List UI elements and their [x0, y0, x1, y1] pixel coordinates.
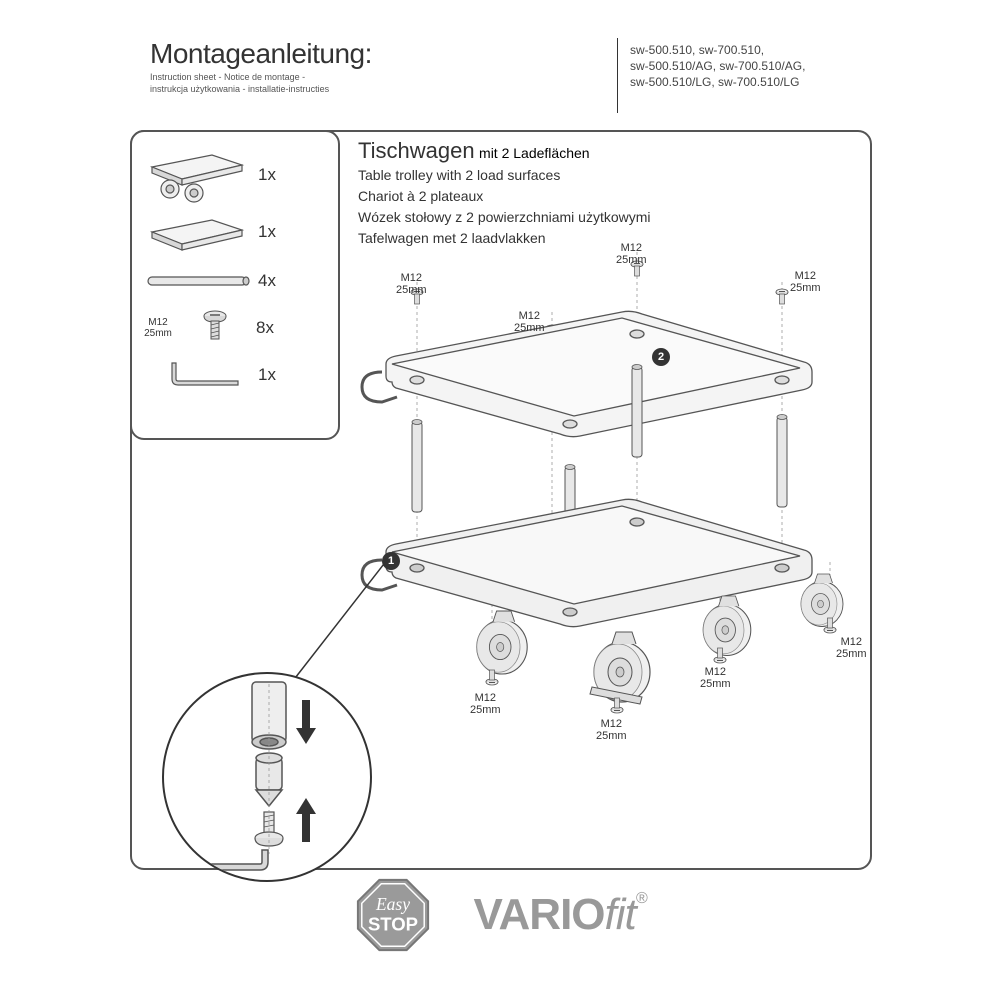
- instruction-sheet: Montageanleitung: Instruction sheet - No…: [0, 0, 1000, 1000]
- footer: Easy STOP VARIOfit®: [0, 870, 1000, 960]
- product-title-sub: mit 2 Ladeflächen: [479, 145, 590, 161]
- detail-circle: [162, 672, 372, 882]
- part-shelf: 1x: [142, 206, 328, 258]
- subtitle-line1: Instruction sheet - Notice de montage -: [150, 72, 305, 82]
- part-hexkey: 1x: [142, 352, 328, 398]
- easystop-logo: Easy STOP: [353, 875, 433, 955]
- screw-label-br: M1225mm: [836, 636, 867, 660]
- main-title: Montageanleitung:: [150, 38, 450, 70]
- screw-icon: [180, 303, 250, 353]
- screw-label-tl: M1225mm: [396, 272, 427, 296]
- screw-label-bl: M1225mm: [470, 692, 501, 716]
- product-desc-en: Table trolley with 2 load surfaces: [358, 166, 858, 185]
- base-with-wheels-icon: [142, 150, 252, 200]
- product-title-block: Tischwagen mit 2 Ladeflächen Table troll…: [358, 138, 858, 248]
- screw-label-tf: M1225mm: [514, 310, 545, 334]
- part-screw-spec: M12 25mm: [142, 317, 174, 339]
- models-line3: sw-500.510/LG, sw-700.510/LG: [630, 74, 805, 90]
- part-tube: 4x: [142, 258, 328, 304]
- trolley-svg: [342, 252, 872, 732]
- part-screw-qty: 8x: [256, 318, 274, 338]
- part-shelf-qty: 1x: [258, 222, 276, 242]
- variofit-suffix: fit: [605, 890, 636, 939]
- screw-spec-l2: 25mm: [144, 328, 172, 339]
- part-screw: M12 25mm: [142, 304, 328, 352]
- title-block: Montageanleitung: Instruction sheet - No…: [150, 38, 450, 95]
- screw-label-tb: M1225mm: [616, 242, 647, 266]
- product-desc-pl: Wózek stołowy z 2 powierzchniami użytkow…: [358, 208, 858, 227]
- part-tube-qty: 4x: [258, 271, 276, 291]
- screw-label-bb: M1225mm: [700, 666, 731, 690]
- top-shelf-icon: [142, 207, 252, 257]
- models-line2: sw-500.510/AG, sw-700.510/AG,: [630, 58, 805, 74]
- hex-key-icon: [142, 350, 252, 400]
- subtitles: Instruction sheet - Notice de montage - …: [150, 72, 450, 95]
- variofit-reg: ®: [636, 890, 647, 907]
- screw-label-tr: M1225mm: [790, 270, 821, 294]
- models-line1: sw-500.510, sw-700.510,: [630, 42, 805, 58]
- product-title-main: Tischwagen: [358, 138, 475, 163]
- model-list: sw-500.510, sw-700.510, sw-500.510/AG, s…: [630, 42, 805, 91]
- header: Montageanleitung: Instruction sheet - No…: [150, 38, 880, 95]
- header-divider: [617, 38, 618, 113]
- variofit-logo: VARIOfit®: [473, 890, 646, 940]
- screw-spec-l1: M12: [148, 317, 167, 328]
- content-frame: Tischwagen mit 2 Ladeflächen Table troll…: [130, 130, 872, 870]
- step-badge-2: 2: [652, 348, 670, 366]
- screw-label-bf: M1225mm: [596, 718, 627, 742]
- subtitle-line2: instrukcja użytkowania - installatie-ins…: [150, 84, 329, 94]
- variofit-prefix: VARIO: [473, 890, 604, 939]
- exploded-diagram: M1225mm M1225mm M1225mm M1225mm M1225mm …: [342, 252, 872, 732]
- product-desc-nl: Tafelwagen met 2 laadvlakken: [358, 229, 858, 248]
- parts-box: 1x 1x: [130, 130, 340, 440]
- tube-icon: [142, 256, 252, 306]
- product-desc-fr: Chariot à 2 plateaux: [358, 187, 858, 206]
- easystop-line2: STOP: [368, 914, 418, 935]
- part-hexkey-qty: 1x: [258, 365, 276, 385]
- part-base: 1x: [142, 144, 328, 206]
- product-title: Tischwagen mit 2 Ladeflächen: [358, 138, 858, 164]
- part-base-qty: 1x: [258, 165, 276, 185]
- step-badge-1: 1: [382, 552, 400, 570]
- easystop-line1: Easy: [375, 894, 410, 914]
